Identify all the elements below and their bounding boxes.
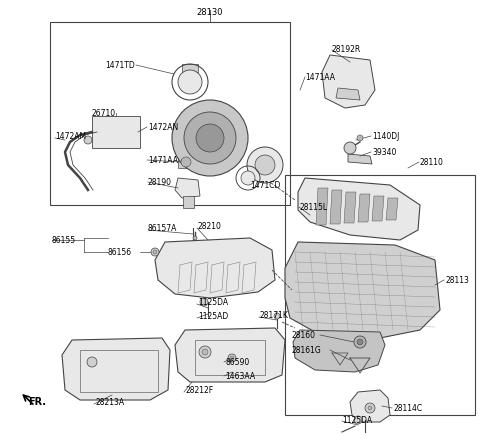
Circle shape [241, 171, 255, 185]
Text: 1471TD: 1471TD [105, 61, 135, 69]
Polygon shape [62, 338, 170, 400]
Text: 28114C: 28114C [393, 403, 422, 412]
Text: 28110: 28110 [420, 157, 444, 167]
Text: 28171K: 28171K [260, 310, 289, 320]
Circle shape [365, 403, 375, 413]
Circle shape [255, 155, 275, 175]
Text: 28213A: 28213A [95, 398, 124, 406]
Circle shape [344, 142, 356, 154]
Text: 28115L: 28115L [300, 202, 328, 211]
Polygon shape [293, 330, 385, 372]
Polygon shape [386, 198, 398, 220]
Text: 1472AM: 1472AM [55, 132, 86, 140]
Polygon shape [155, 238, 275, 298]
Text: 1472AN: 1472AN [148, 123, 178, 132]
Circle shape [178, 70, 202, 94]
Text: 1471AA: 1471AA [148, 156, 178, 164]
Bar [195, 340, 265, 375]
Polygon shape [316, 188, 328, 225]
Text: 28190: 28190 [148, 177, 172, 187]
Circle shape [84, 136, 92, 144]
Circle shape [357, 135, 363, 141]
Text: 1140DJ: 1140DJ [372, 132, 399, 140]
Text: 1125DA: 1125DA [198, 297, 228, 307]
Circle shape [151, 248, 159, 256]
Polygon shape [372, 196, 384, 221]
Circle shape [153, 250, 157, 254]
Circle shape [200, 298, 208, 306]
Circle shape [184, 112, 236, 164]
Bar [196, 116, 208, 126]
Circle shape [193, 236, 197, 240]
Polygon shape [344, 192, 356, 223]
Bar [178, 155, 192, 168]
Bar [285, 175, 475, 415]
Polygon shape [358, 194, 370, 222]
Bar [50, 22, 290, 205]
Text: 28113: 28113 [445, 276, 469, 285]
Text: 86156: 86156 [108, 248, 132, 256]
Text: 28160: 28160 [292, 330, 316, 340]
Text: 86155: 86155 [52, 235, 76, 245]
Text: 1471AA: 1471AA [305, 72, 335, 82]
Text: 1471CD: 1471CD [250, 181, 280, 190]
Polygon shape [175, 328, 285, 382]
Circle shape [228, 354, 236, 362]
Circle shape [247, 147, 283, 183]
Circle shape [87, 357, 97, 367]
Text: 28210: 28210 [198, 221, 222, 231]
Polygon shape [350, 390, 390, 422]
Circle shape [368, 406, 372, 410]
Circle shape [202, 349, 208, 355]
Circle shape [172, 100, 248, 176]
Text: 26710: 26710 [92, 109, 116, 117]
Text: 1125AD: 1125AD [198, 311, 228, 320]
Circle shape [274, 313, 280, 319]
Text: FR.: FR. [28, 397, 46, 407]
Circle shape [199, 346, 211, 358]
Bar [80, 350, 158, 392]
Text: 28161G: 28161G [292, 345, 322, 354]
Circle shape [354, 336, 366, 348]
Circle shape [230, 356, 234, 360]
Bar [92, 116, 140, 148]
Text: 1125DA: 1125DA [342, 416, 372, 425]
Polygon shape [285, 242, 440, 338]
Polygon shape [322, 55, 375, 108]
Circle shape [357, 339, 363, 345]
Bar [183, 196, 194, 208]
Circle shape [354, 416, 362, 424]
Polygon shape [330, 190, 342, 224]
Text: 86590: 86590 [225, 358, 249, 367]
Polygon shape [298, 178, 420, 240]
Polygon shape [175, 178, 200, 198]
Text: 28130: 28130 [197, 8, 223, 17]
Polygon shape [336, 88, 360, 100]
Text: 86157A: 86157A [148, 224, 178, 232]
Polygon shape [348, 154, 372, 164]
Circle shape [181, 157, 191, 167]
Circle shape [196, 124, 224, 152]
Text: 28192R: 28192R [332, 45, 361, 54]
Bar [182, 64, 198, 72]
Text: 28212F: 28212F [185, 385, 213, 395]
Text: 1463AA: 1463AA [225, 371, 255, 381]
Text: 39340: 39340 [372, 147, 396, 157]
